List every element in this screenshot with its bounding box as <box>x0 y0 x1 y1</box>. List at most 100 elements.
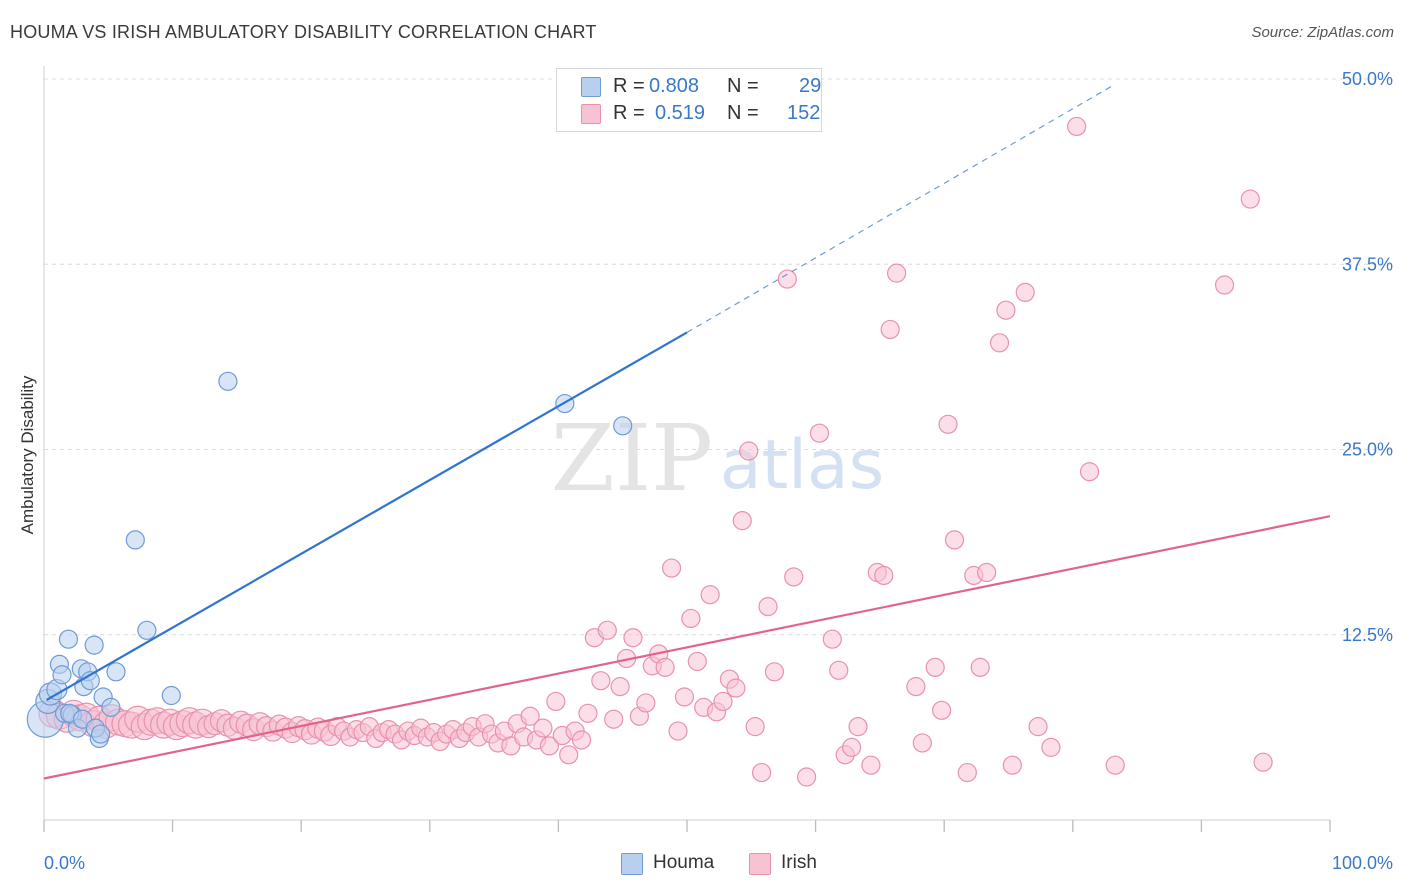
irish-point <box>687 651 707 672</box>
irish-point <box>874 565 894 586</box>
irish-point <box>1067 116 1087 137</box>
trend-layer <box>43 85 1331 780</box>
irish-point <box>1002 755 1022 775</box>
irish-point <box>938 414 958 434</box>
irish-swatch <box>581 104 601 124</box>
irish-legend-swatch <box>749 853 771 875</box>
irish-r-value: 0.519 <box>655 102 706 124</box>
irish-legend-label: Irish <box>781 852 817 873</box>
irish-point <box>842 737 862 757</box>
irish-point <box>1079 462 1100 482</box>
irish-r-label: R = <box>613 102 645 124</box>
irish-point <box>571 730 592 750</box>
houma-n-value: 29 <box>799 75 822 97</box>
houma-point <box>137 620 157 640</box>
y-tick-label: 12.5% <box>1342 625 1393 645</box>
irish-point <box>1214 275 1235 295</box>
houma-point <box>58 629 79 649</box>
irish-point <box>848 717 868 737</box>
houma-trend-extension <box>686 85 1112 333</box>
houma-r-label: R = <box>613 75 645 97</box>
irish-point <box>1240 189 1260 209</box>
irish-point <box>1253 752 1273 772</box>
irish-n-label: N = <box>727 102 759 124</box>
irish-point <box>822 629 842 649</box>
irish-n-value: 152 <box>787 102 821 124</box>
y-tick-label: 37.5% <box>1342 254 1393 274</box>
irish-point <box>970 657 990 677</box>
houma-point <box>613 416 633 436</box>
houma-point <box>101 697 121 717</box>
houma-swatch <box>581 77 601 97</box>
irish-point <box>880 319 900 340</box>
irish-point <box>668 721 688 741</box>
x-tick-label: 100.0% <box>1332 853 1393 873</box>
correlation-legend: R = 0.808 N = 29 R = 0.519 N = 152 <box>556 68 822 132</box>
axis-layer <box>43 66 1331 832</box>
irish-point <box>604 709 624 729</box>
irish-point <box>533 718 553 738</box>
houma-point <box>90 724 111 744</box>
irish-point <box>887 263 907 283</box>
irish-point <box>1041 737 1061 757</box>
irish-point <box>597 620 617 640</box>
irish-point <box>861 755 881 775</box>
houma-point <box>161 685 181 706</box>
watermark-zip: ZIP <box>551 405 713 512</box>
houma-point <box>125 530 145 550</box>
irish-point <box>578 703 598 723</box>
x-tick-label: 0.0% <box>44 853 85 873</box>
houma-point <box>218 371 238 391</box>
irish-point <box>700 585 720 605</box>
irish-point <box>1105 755 1125 775</box>
irish-point <box>784 567 804 587</box>
watermark-atlas: atlas <box>720 426 884 505</box>
irish-point <box>1028 717 1048 737</box>
irish-point <box>925 657 945 677</box>
houma-point <box>84 635 104 655</box>
irish-point <box>623 628 643 648</box>
irish-point <box>996 300 1016 320</box>
points-layer <box>26 116 1273 787</box>
grid-layer <box>44 78 1394 636</box>
irish-point <box>655 657 675 677</box>
tick-label-layer: 12.5% 25.0% 37.5% 50.0% 0.0% 100.0% <box>44 69 1393 873</box>
irish-point <box>726 678 746 698</box>
irish-point <box>520 706 540 726</box>
y-tick-label: 50.0% <box>1342 69 1393 89</box>
houma-point <box>106 662 126 682</box>
chart-title: HOUMA VS IRISH AMBULATORY DISABILITY COR… <box>10 22 597 42</box>
houma-trend-line <box>46 331 688 701</box>
irish-point <box>661 558 682 578</box>
irish-point <box>829 660 849 680</box>
irish-point <box>539 736 559 756</box>
irish-point <box>591 671 611 691</box>
irish-point <box>681 608 701 629</box>
houma-n-label: N = <box>727 75 759 97</box>
irish-point <box>636 693 656 713</box>
houma-legend-label: Houma <box>653 852 715 873</box>
irish-point <box>546 691 566 712</box>
irish-point <box>912 733 932 753</box>
irish-point <box>739 441 759 461</box>
irish-point <box>559 745 579 765</box>
irish-point <box>674 687 695 707</box>
source-label: Source: ZipAtlas.com <box>1251 24 1394 41</box>
irish-point <box>932 700 952 720</box>
irish-point <box>758 596 778 617</box>
irish-point <box>764 662 785 682</box>
irish-point <box>796 767 817 787</box>
houma-legend-swatch <box>621 853 643 875</box>
houma-point <box>52 665 72 685</box>
houma-r-value: 0.808 <box>649 75 700 97</box>
watermark: ZIP atlas <box>551 405 884 512</box>
irish-point <box>957 762 977 783</box>
irish-point <box>1015 282 1035 303</box>
irish-point <box>989 333 1010 353</box>
irish-trend-line <box>43 515 1331 780</box>
irish-point <box>944 530 965 550</box>
irish-point <box>809 423 830 443</box>
irish-point <box>777 269 797 289</box>
irish-point <box>732 511 752 531</box>
irish-point <box>745 717 765 737</box>
